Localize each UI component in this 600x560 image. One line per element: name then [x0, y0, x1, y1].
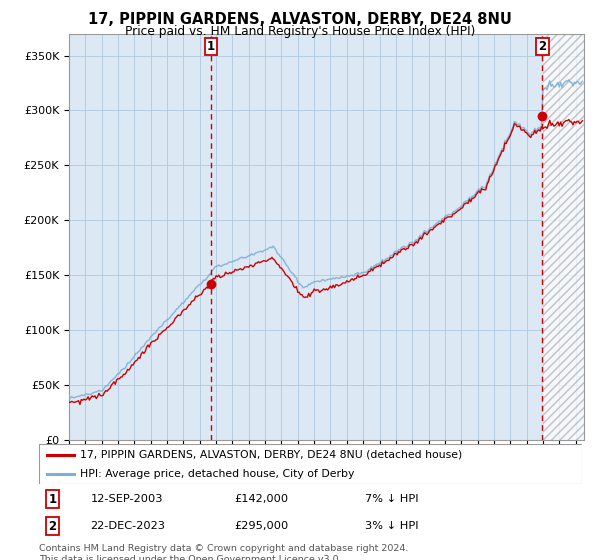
Text: £295,000: £295,000	[235, 521, 289, 531]
Text: 17, PIPPIN GARDENS, ALVASTON, DERBY, DE24 8NU (detached house): 17, PIPPIN GARDENS, ALVASTON, DERBY, DE2…	[80, 450, 462, 460]
Bar	[543, 34, 584, 440]
Text: HPI: Average price, detached house, City of Derby: HPI: Average price, detached house, City…	[80, 469, 354, 479]
Text: 2: 2	[538, 40, 547, 53]
Text: 12-SEP-2003: 12-SEP-2003	[91, 494, 163, 504]
Bar	[543, 34, 584, 440]
Text: 1: 1	[49, 493, 56, 506]
Text: 2: 2	[49, 520, 56, 533]
Text: 22-DEC-2023: 22-DEC-2023	[91, 521, 166, 531]
Text: 17, PIPPIN GARDENS, ALVASTON, DERBY, DE24 8NU: 17, PIPPIN GARDENS, ALVASTON, DERBY, DE2…	[88, 12, 512, 27]
Bar	[543, 34, 584, 440]
Text: 1: 1	[207, 40, 215, 53]
Text: £142,000: £142,000	[235, 494, 289, 504]
Text: Contains HM Land Registry data © Crown copyright and database right 2024.
This d: Contains HM Land Registry data © Crown c…	[39, 544, 409, 560]
Text: 3% ↓ HPI: 3% ↓ HPI	[365, 521, 418, 531]
Text: Price paid vs. HM Land Registry's House Price Index (HPI): Price paid vs. HM Land Registry's House …	[125, 25, 475, 38]
Text: 7% ↓ HPI: 7% ↓ HPI	[365, 494, 418, 504]
